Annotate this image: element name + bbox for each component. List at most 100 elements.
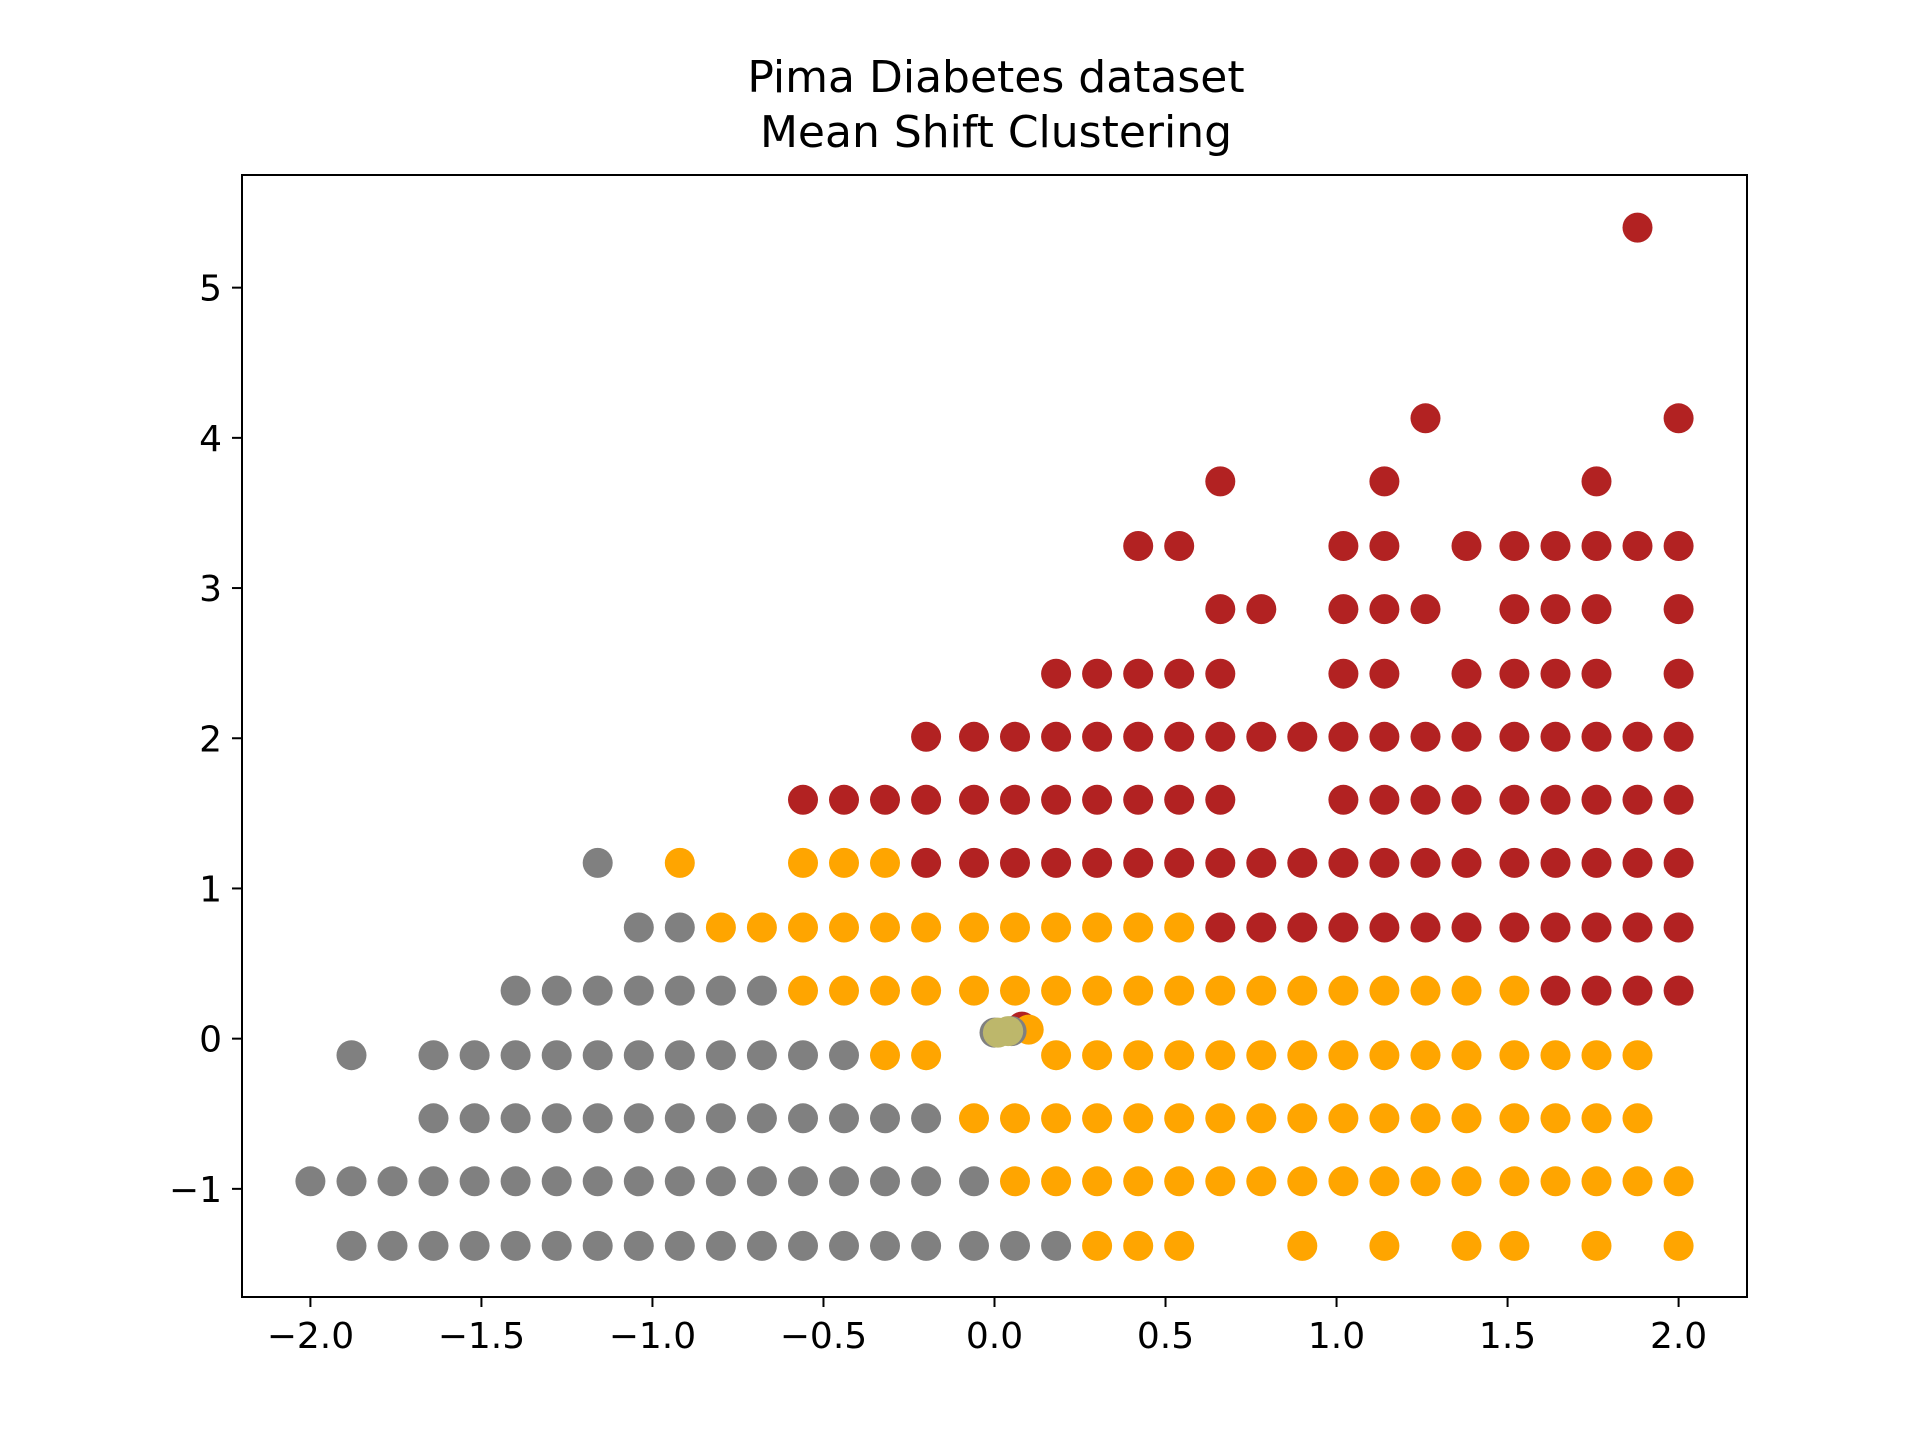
scatter-point-0-63 — [623, 975, 654, 1006]
scatter-point-1-33 — [1246, 1103, 1277, 1134]
scatter-point-0-34 — [1041, 1230, 1072, 1261]
scatter-point-1-45 — [1041, 1040, 1072, 1071]
scatter-point-1-24 — [1581, 1230, 1612, 1261]
scatter-point-1-32 — [1205, 1103, 1236, 1134]
cluster-centroids — [979, 1011, 1044, 1048]
scatter-point-2-108 — [1410, 403, 1441, 434]
scatter-point-0-17 — [336, 1230, 367, 1261]
scatter-point-1-5 — [1205, 1166, 1236, 1197]
scatter-point-0-4 — [459, 1166, 490, 1197]
scatter-point-2-76 — [1123, 658, 1154, 689]
scatter-point-1-60 — [788, 975, 818, 1006]
scatter-point-2-40 — [1000, 784, 1030, 815]
scatter-point-1-39 — [1499, 1103, 1530, 1134]
scatter-point-1-44 — [911, 1040, 942, 1071]
scatter-point-2-97 — [1328, 531, 1359, 561]
scatter-point-1-4 — [1164, 1166, 1195, 1197]
scatter-point-0-65 — [705, 975, 736, 1006]
scatter-point-2-95 — [1123, 531, 1154, 561]
scatter-point-1-11 — [1451, 1166, 1482, 1197]
scatter-point-1-36 — [1369, 1103, 1400, 1134]
scatter-point-1-30 — [1123, 1103, 1154, 1134]
scatter-point-2-34 — [1663, 847, 1694, 878]
scatter-point-0-47 — [911, 1103, 942, 1134]
scatter-point-1-62 — [870, 975, 900, 1006]
scatter-point-2-87 — [1246, 594, 1277, 625]
y-tick-label: 4 — [199, 419, 222, 460]
scatter-point-2-42 — [1082, 784, 1113, 815]
scatter-point-1-14 — [1581, 1166, 1612, 1197]
scatter-point-0-53 — [582, 1040, 613, 1071]
scatter-point-0-30 — [870, 1230, 900, 1261]
scatter-point-2-73 — [1663, 721, 1694, 752]
scatter-point-0-50 — [459, 1040, 490, 1071]
scatter-point-1-46 — [1082, 1040, 1113, 1071]
scatter-point-1-83 — [911, 912, 942, 943]
scatter-point-2-43 — [1123, 784, 1154, 815]
scatter-point-0-14 — [870, 1166, 900, 1197]
scatter-point-2-70 — [1540, 721, 1571, 752]
scatter-point-2-50 — [1499, 784, 1530, 815]
scatter-point-0-43 — [746, 1103, 777, 1134]
scatter-point-1-41 — [1581, 1103, 1612, 1134]
scatter-point-2-75 — [1082, 658, 1113, 689]
scatter-point-1-72 — [1287, 975, 1318, 1006]
scatter-point-0-9 — [664, 1166, 695, 1197]
scatter-point-1-65 — [1000, 975, 1030, 1006]
scatter-point-1-75 — [1410, 975, 1441, 1006]
scatter-point-2-54 — [1663, 784, 1694, 815]
scatter-point-1-13 — [1540, 1166, 1571, 1197]
scatter-point-1-81 — [829, 912, 859, 943]
scatter-point-2-16 — [911, 847, 942, 878]
scatter-point-2-110 — [1622, 212, 1653, 243]
scatter-point-2-6 — [1287, 912, 1318, 943]
scatter-points — [295, 212, 1694, 1261]
scatter-point-0-51 — [500, 1040, 531, 1071]
y-tick-label: 3 — [199, 569, 222, 610]
scatter-point-0-2 — [377, 1166, 408, 1197]
scatter-point-1-22 — [1451, 1230, 1482, 1261]
scatter-point-1-3 — [1123, 1166, 1154, 1197]
x-tick-label: 0.0 — [966, 1316, 1023, 1357]
scatter-point-2-25 — [1287, 847, 1318, 878]
scatter-point-2-64 — [1287, 721, 1318, 752]
scatter-point-0-31 — [911, 1230, 942, 1261]
scatter-point-1-12 — [1499, 1166, 1530, 1197]
scatter-point-0-61 — [541, 975, 572, 1006]
scatter-point-0-27 — [746, 1230, 777, 1261]
scatter-point-0-54 — [623, 1040, 654, 1071]
scatter-point-2-91 — [1499, 594, 1530, 625]
scatter-point-1-47 — [1123, 1040, 1154, 1071]
scatter-point-0-13 — [829, 1166, 859, 1197]
x-tick-label: −1.5 — [438, 1316, 525, 1357]
scatter-point-1-84 — [959, 912, 989, 943]
scatter-point-2-78 — [1205, 658, 1236, 689]
y-tick-label: −1 — [169, 1170, 222, 1211]
scatter-point-0-10 — [705, 1166, 736, 1197]
scatter-point-1-61 — [829, 975, 859, 1006]
scatter-point-2-84 — [1581, 658, 1612, 689]
scatter-point-1-37 — [1410, 1103, 1441, 1134]
scatter-point-2-27 — [1369, 847, 1400, 878]
scatter-point-0-0 — [295, 1166, 326, 1197]
scatter-point-2-20 — [1082, 847, 1113, 878]
scatter-point-2-0 — [1540, 975, 1571, 1006]
scatter-point-2-106 — [1369, 466, 1400, 497]
scatter-point-2-71 — [1581, 721, 1612, 752]
scatter-point-1-38 — [1451, 1103, 1482, 1134]
scatter-point-0-42 — [705, 1103, 736, 1134]
scatter-point-1-9 — [1369, 1166, 1400, 1197]
scatter-point-2-8 — [1369, 912, 1400, 943]
chart-subtitle: Mean Shift Clustering — [760, 107, 1232, 158]
scatter-point-2-44 — [1164, 784, 1195, 815]
scatter-point-2-45 — [1205, 784, 1236, 815]
scatter-point-2-90 — [1410, 594, 1441, 625]
scatter-point-1-93 — [870, 847, 900, 878]
scatter-point-2-96 — [1164, 531, 1195, 561]
scatter-point-2-100 — [1499, 531, 1530, 561]
scatter-point-2-83 — [1540, 658, 1571, 689]
scatter-point-2-10 — [1451, 912, 1482, 943]
x-tick-label: 1.0 — [1308, 1316, 1365, 1357]
scatter-point-2-41 — [1041, 784, 1072, 815]
